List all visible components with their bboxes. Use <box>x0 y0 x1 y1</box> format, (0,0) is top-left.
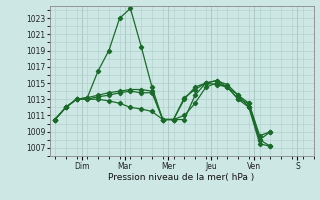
X-axis label: Pression niveau de la mer( hPa ): Pression niveau de la mer( hPa ) <box>108 173 255 182</box>
